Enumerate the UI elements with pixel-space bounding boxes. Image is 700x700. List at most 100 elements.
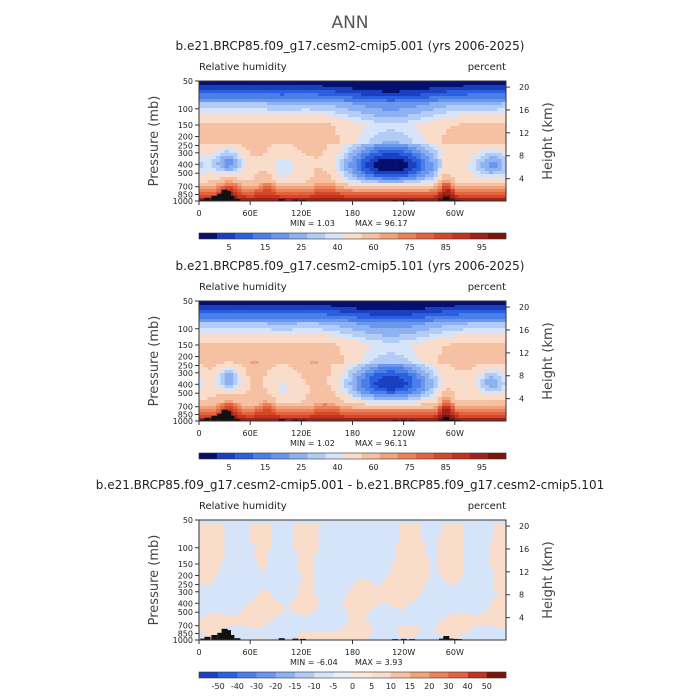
field-cell <box>292 108 298 112</box>
field-cell <box>245 171 251 175</box>
field-cell <box>258 322 264 326</box>
field-cell <box>280 144 285 148</box>
field-cell <box>497 189 503 193</box>
field-cell <box>309 379 315 383</box>
field-cell <box>390 93 396 97</box>
field-cell <box>450 316 456 320</box>
field-cell <box>446 186 451 190</box>
field-cell <box>352 108 358 112</box>
field-cell <box>301 316 306 320</box>
field-cell <box>361 174 366 178</box>
field-cell <box>348 135 353 139</box>
field-cell <box>309 159 315 163</box>
field-cell <box>233 117 238 121</box>
field-cell <box>280 316 285 320</box>
field-cell <box>488 367 494 371</box>
field-cell <box>488 316 494 320</box>
field-cell <box>216 108 221 112</box>
field-cell <box>365 102 370 106</box>
field-cell <box>450 313 456 317</box>
field-cell <box>271 93 277 97</box>
field-cell <box>352 150 358 154</box>
field-cell <box>292 183 298 187</box>
field-cell <box>471 304 477 308</box>
field-cell <box>480 364 485 368</box>
field-cell <box>203 307 208 311</box>
field-cell <box>403 99 409 103</box>
field-cell <box>203 189 208 193</box>
field-cell <box>390 102 396 106</box>
field-cell <box>442 316 447 320</box>
field-cell <box>284 156 289 160</box>
field-cell <box>331 337 336 341</box>
field-cell <box>228 153 234 157</box>
field-cell <box>267 355 272 359</box>
field-cell <box>433 379 439 383</box>
field-cell <box>493 144 498 148</box>
field-cell <box>305 171 311 175</box>
field-cell <box>361 379 366 383</box>
field-cell <box>280 328 285 332</box>
field-cell <box>284 111 289 115</box>
field-cell <box>326 307 332 311</box>
field-cell <box>420 355 426 359</box>
field-cell <box>305 105 311 109</box>
field-cell <box>378 367 383 371</box>
field-cell <box>301 144 306 148</box>
field-cell <box>318 319 323 323</box>
field-cell <box>463 376 468 380</box>
field-cell <box>476 87 481 91</box>
field-cell <box>297 334 302 338</box>
field-cell <box>292 373 298 377</box>
field-cell <box>471 150 477 154</box>
field-cell <box>211 316 217 320</box>
field-cell <box>343 114 349 118</box>
field-cell <box>386 180 392 184</box>
field-cell <box>348 304 353 308</box>
field-cell <box>420 382 426 386</box>
field-cell <box>233 108 238 112</box>
field-cell <box>339 147 345 151</box>
field-cell <box>454 313 460 317</box>
field-cell <box>390 198 396 202</box>
field-cell <box>335 304 340 308</box>
field-cell <box>399 141 404 145</box>
field-cell <box>390 322 396 326</box>
field-cell <box>258 355 264 359</box>
field-cell <box>454 192 460 196</box>
field-cell <box>386 159 392 163</box>
field-cell <box>254 93 259 97</box>
field-cell <box>369 361 375 365</box>
field-cell <box>301 373 306 377</box>
field-cell <box>442 331 447 335</box>
field-cell <box>233 129 238 133</box>
field-cell <box>199 123 204 127</box>
field-cell <box>280 310 285 314</box>
field-cell <box>365 144 370 148</box>
field-cell <box>378 162 383 166</box>
field-cell <box>267 153 272 157</box>
field-cell <box>382 84 387 88</box>
field-cell <box>245 93 251 97</box>
field-cell <box>314 364 319 368</box>
field-cell <box>420 192 426 196</box>
field-cell <box>258 87 264 91</box>
field-cell <box>403 84 409 88</box>
field-cell <box>233 328 238 332</box>
field-cell <box>407 90 413 94</box>
field-cell <box>275 316 281 320</box>
field-cell <box>412 319 417 323</box>
field-cell <box>416 331 422 335</box>
field-cell <box>322 123 328 127</box>
field-cell <box>314 159 319 163</box>
field-cell <box>471 307 477 311</box>
field-cell <box>348 162 353 166</box>
field-cell <box>493 168 498 172</box>
field-cell <box>424 150 430 154</box>
field-cell <box>199 307 204 311</box>
field-cell <box>322 370 328 374</box>
field-cell <box>271 337 277 341</box>
field-cell <box>203 346 208 350</box>
field-cell <box>442 105 447 109</box>
field-cell <box>343 313 349 317</box>
